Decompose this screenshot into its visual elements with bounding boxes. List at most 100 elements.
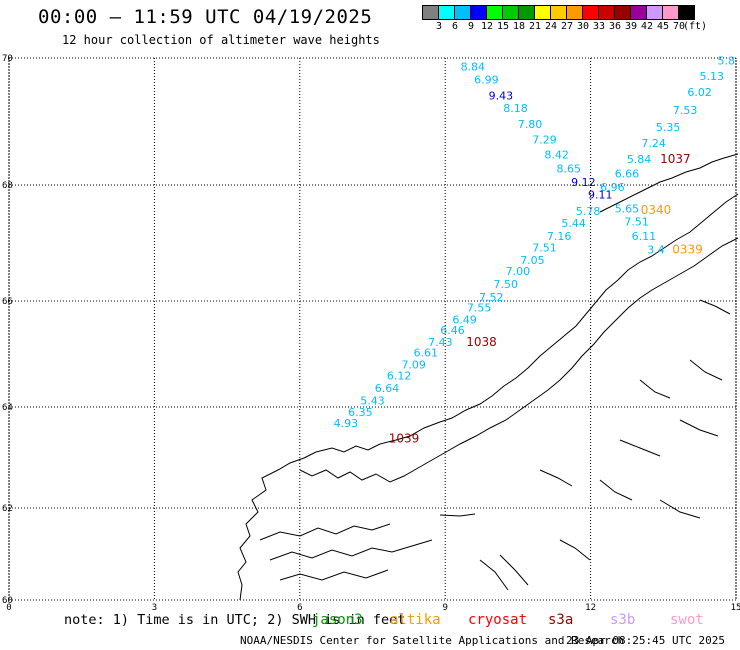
lon-tick-label: 12 (585, 603, 596, 613)
wave-height-value: 9.12 (571, 176, 596, 189)
legend-label: 3 (435, 21, 443, 32)
lat-tick-label: 64 (2, 403, 13, 413)
satellite-label-swot: swot (670, 612, 704, 628)
map-frame (8, 57, 737, 601)
legend-label: 21 (528, 21, 542, 32)
wave-height-value: 5.13 (700, 70, 725, 83)
legend-label: (ft) (683, 21, 708, 32)
wave-height-value: 7.51 (624, 216, 649, 229)
legend-label: 18 (512, 21, 526, 32)
inland-river-3 (559, 539, 591, 561)
lat-tick-label: 70 (2, 54, 13, 64)
inland-river-12 (479, 559, 509, 591)
legend-label: 15 (496, 21, 510, 32)
inland-river-11 (699, 299, 731, 315)
color-legend: 3 6 9 12 15 18 21 24 27 30 33 36 39 42 45 70 (ft) (422, 5, 707, 35)
legend-label: 12 (480, 21, 494, 32)
coastline-south (237, 193, 739, 601)
wave-height-value: 6.11 (632, 230, 657, 243)
axis-tick-labels: 70 68 66 64 62 600 3 6 9 12 15 (2, 54, 740, 613)
wave-height-value: 3.4 (647, 243, 665, 256)
wave-height-value: 7.50 (494, 278, 519, 291)
wave-height-value: 7.43 (428, 336, 453, 349)
satellite-label-s3a: s3a (548, 612, 574, 628)
footnote: note: 1) Time is in UTC; 2) SWH is in fe… (64, 612, 406, 628)
coastline-lofoten (599, 153, 739, 213)
inland-river-1 (439, 513, 476, 517)
wave-height-value: 5.65 (615, 202, 640, 215)
wave-height-value: 6.02 (687, 86, 712, 99)
lon-tick-label: 15 (731, 603, 740, 613)
wave-height-value: 6.35 (348, 406, 373, 419)
lat-tick-label: 60 (2, 596, 13, 606)
coastline-inner (299, 237, 739, 483)
legend-label: 45 (656, 21, 670, 32)
wave-height-value: 7.00 (506, 265, 531, 278)
wave-height-value: 8.42 (544, 148, 569, 161)
legend-label: 36 (608, 21, 622, 32)
wave-height-value: 7.80 (518, 118, 543, 131)
satellite-label-cryosat: cryosat (468, 612, 528, 628)
norway-coastline (237, 153, 739, 601)
pass-time-label: 0340 (641, 203, 672, 217)
wave-height-value: 5.8 (718, 54, 736, 67)
lon-tick-label: 0 (6, 603, 11, 613)
map-subtitle: 12 hour collection of altimeter wave hei… (62, 33, 380, 47)
wave-height-value: 5.35 (656, 121, 681, 134)
lat-tick-label: 68 (2, 181, 13, 191)
lat-tick-label: 62 (2, 504, 13, 514)
wave-height-value: 7.53 (673, 104, 698, 117)
wave-height-value: 6.99 (474, 73, 499, 86)
inland-river-5 (679, 419, 719, 437)
legend-label: 42 (640, 21, 654, 32)
wave-height-value: 6.96 (600, 181, 625, 194)
wave-height-value: 4.93 (334, 417, 359, 430)
wave-height-value: 9.11 (588, 188, 613, 201)
satellite-label-jason3: jason3 (312, 612, 363, 628)
legend-label: 33 (592, 21, 606, 32)
wave-height-value: 8.84 (461, 61, 486, 74)
legend-label: 30 (576, 21, 590, 32)
wave-height-value: 5.44 (561, 217, 586, 230)
legend-swatches (422, 5, 695, 20)
wave-height-value: 6.64 (375, 382, 400, 395)
lon-tick-label: 3 (152, 603, 157, 613)
wave-height-value: 6.66 (615, 167, 640, 180)
legend-label: 27 (560, 21, 574, 32)
legend-label: 9 (467, 21, 475, 32)
satellite-label-altika: altika (390, 612, 441, 628)
legend-labels: 3 6 9 12 15 18 21 24 27 30 33 36 39 42 45 70 (ft) (422, 21, 707, 35)
pass-time-label: 1037 (660, 152, 691, 166)
wave-height-value: 5.43 (360, 394, 385, 407)
wave-height-value: 6.12 (387, 369, 412, 382)
wave-height-value: 8.18 (503, 102, 528, 115)
coastline-fjord-1 (259, 523, 391, 541)
coastline-fjord-2 (269, 539, 433, 561)
lon-tick-label: 6 (297, 603, 302, 613)
wave-height-value: 6.61 (414, 347, 439, 360)
wave-height-value: 9.43 (489, 89, 514, 102)
inland-river-9 (689, 359, 723, 381)
wave-height-value: 6.49 (452, 313, 477, 326)
wave-height-value: 7.16 (547, 230, 572, 243)
wave-height-value: 7.24 (641, 137, 666, 150)
lat-lon-grid (8, 57, 737, 601)
generated-timestamp: 23 Apr 08:25:45 UTC 2025 (566, 634, 725, 647)
wave-height-value: 7.52 (479, 291, 504, 304)
pass-time-label: 0339 (672, 242, 703, 256)
lat-tick-label: 66 (2, 297, 13, 307)
wave-height-value: 7.55 (467, 302, 492, 315)
satellite-label-s3b: s3b (610, 612, 636, 628)
legend-label: 70 (672, 21, 686, 32)
inland-river-6 (659, 499, 701, 519)
wave-height-value: 7.51 (532, 242, 557, 255)
legend-swatch (678, 5, 695, 20)
pass-time-label: 1038 (466, 335, 497, 349)
pass-time-labels: 1037 0340 0339 1038 1039 (389, 152, 703, 446)
legend-label: 39 (624, 21, 638, 32)
inland-river-8 (539, 469, 573, 487)
credit-line: NOAA/NESDIS Center for Satellite Applica… (240, 634, 625, 647)
coastline-fjord-3 (279, 569, 389, 581)
inland-river-4 (619, 439, 661, 457)
